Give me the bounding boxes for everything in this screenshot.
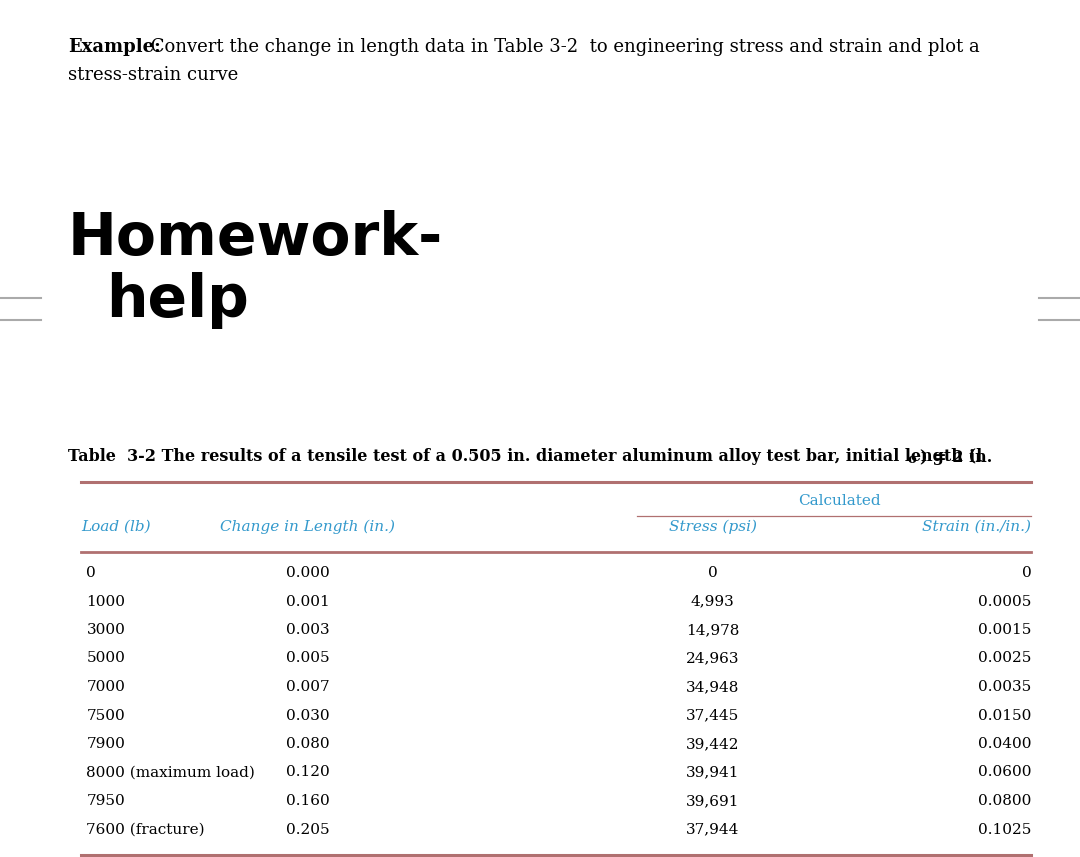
Text: Example:: Example: [68, 38, 161, 56]
Text: 0.160: 0.160 [286, 794, 329, 808]
Text: 37,944: 37,944 [686, 823, 740, 836]
Text: Homework-: Homework- [68, 210, 443, 267]
Text: 0.0150: 0.0150 [978, 709, 1031, 722]
Text: Convert the change in length data in Table 3-2  to engineering stress and strain: Convert the change in length data in Tab… [145, 38, 980, 56]
Text: 0.005: 0.005 [286, 651, 329, 666]
Text: 0.001: 0.001 [286, 595, 329, 608]
Text: 0.0035: 0.0035 [978, 680, 1031, 694]
Text: 39,941: 39,941 [686, 765, 740, 780]
Text: 14,978: 14,978 [686, 623, 740, 637]
Text: 7900: 7900 [86, 737, 125, 751]
Text: 7000: 7000 [86, 680, 125, 694]
Text: 0.0025: 0.0025 [978, 651, 1031, 666]
Text: 0.0005: 0.0005 [978, 595, 1031, 608]
Text: o: o [907, 453, 916, 466]
Text: Strain (in./in.): Strain (in./in.) [922, 520, 1031, 534]
Text: 0.0800: 0.0800 [978, 794, 1031, 808]
Text: 7500: 7500 [86, 709, 125, 722]
Text: 7600 (fracture): 7600 (fracture) [86, 823, 205, 836]
Text: 37,445: 37,445 [686, 709, 740, 722]
Text: 1000: 1000 [86, 595, 125, 608]
Text: Stress (psi): Stress (psi) [669, 520, 757, 535]
Text: Change in Length (in.): Change in Length (in.) [220, 520, 395, 535]
Text: 0.030: 0.030 [286, 709, 329, 722]
Text: 0.0600: 0.0600 [977, 765, 1031, 780]
Text: ) = 2 in.: ) = 2 in. [920, 448, 993, 465]
Text: 39,691: 39,691 [686, 794, 740, 808]
Text: Table  3-2 The results of a tensile test of a 0.505 in. diameter aluminum alloy : Table 3-2 The results of a tensile test … [68, 448, 982, 465]
Text: Calculated: Calculated [798, 494, 881, 508]
Text: 8000 (maximum load): 8000 (maximum load) [86, 765, 255, 780]
Text: 0: 0 [1022, 566, 1031, 580]
Text: 0.205: 0.205 [286, 823, 329, 836]
Text: 0.0015: 0.0015 [978, 623, 1031, 637]
Text: stress-strain curve: stress-strain curve [68, 66, 239, 84]
Text: 3000: 3000 [86, 623, 125, 637]
Text: 0.120: 0.120 [286, 765, 329, 780]
Text: 0.003: 0.003 [286, 623, 329, 637]
Text: 7950: 7950 [86, 794, 125, 808]
Text: 0.007: 0.007 [286, 680, 329, 694]
Text: 0: 0 [707, 566, 718, 580]
Text: 5000: 5000 [86, 651, 125, 666]
Text: Load (lb): Load (lb) [81, 520, 150, 534]
Text: 0.1025: 0.1025 [978, 823, 1031, 836]
Text: 4,993: 4,993 [691, 595, 734, 608]
Text: 0: 0 [86, 566, 96, 580]
Text: 0.0400: 0.0400 [977, 737, 1031, 751]
Text: 0.000: 0.000 [286, 566, 329, 580]
Text: 24,963: 24,963 [686, 651, 740, 666]
Text: 0.080: 0.080 [286, 737, 329, 751]
Text: 39,442: 39,442 [686, 737, 740, 751]
Text: 34,948: 34,948 [686, 680, 740, 694]
Text: help: help [106, 272, 248, 329]
